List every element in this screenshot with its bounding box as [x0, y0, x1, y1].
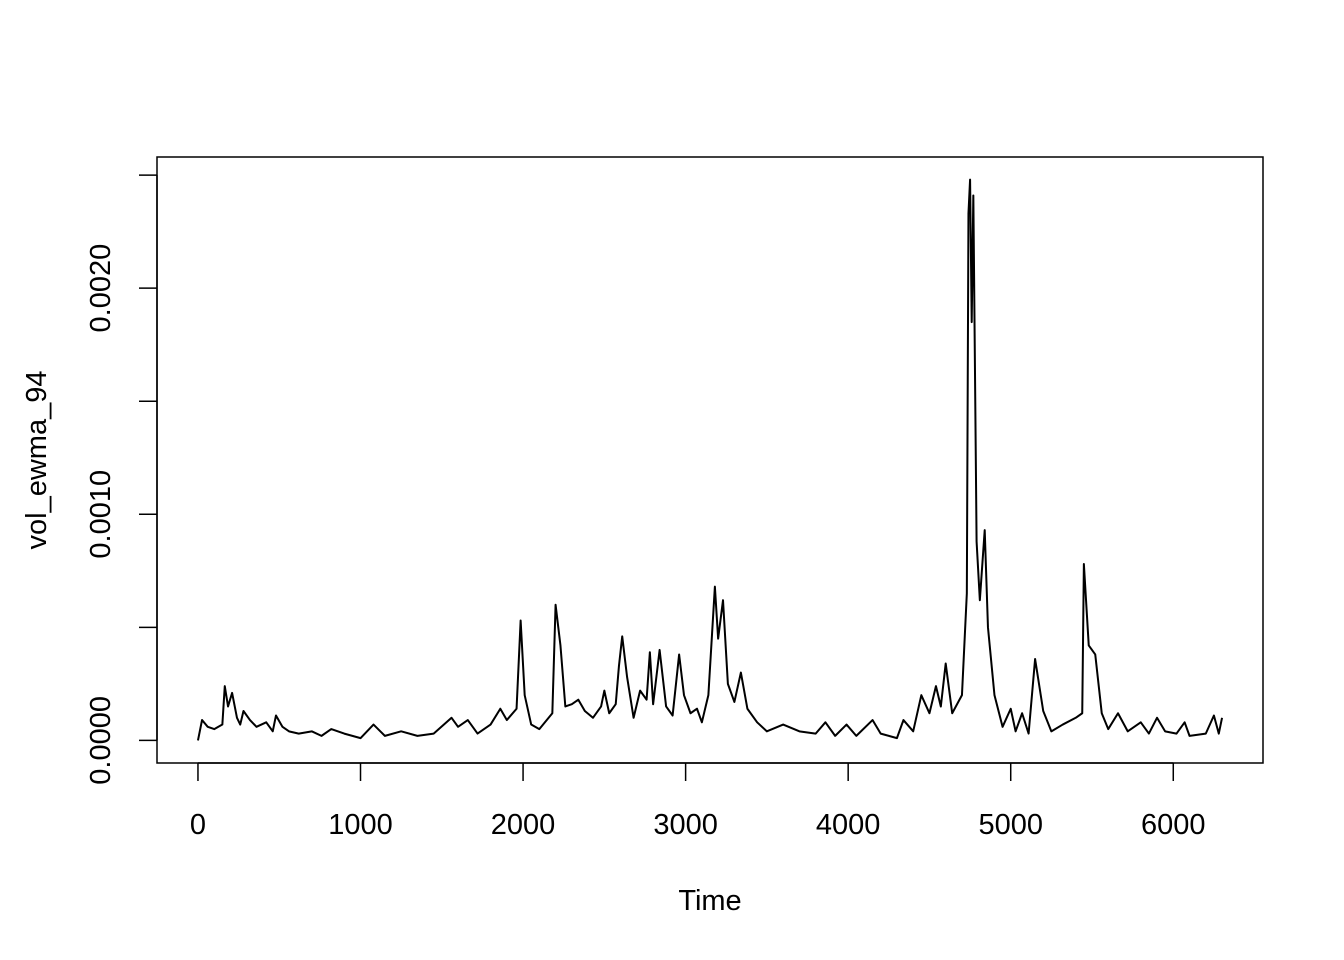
series-line — [196, 178, 1224, 741]
x-tick-label: 0 — [190, 809, 206, 841]
x-tick-label: 2000 — [491, 809, 556, 841]
x-tick-label: 3000 — [653, 809, 718, 841]
x-tick-label: 5000 — [978, 809, 1043, 841]
x-axis-label: Time — [678, 885, 741, 917]
y-tick-label: 0.0010 — [85, 470, 117, 559]
x-tick-label: 1000 — [328, 809, 393, 841]
x-tick-label: 4000 — [816, 809, 881, 841]
y-tick-label: 0.0000 — [85, 696, 117, 785]
x-tick-label: 6000 — [1141, 809, 1206, 841]
y-tick-label: 0.0020 — [85, 244, 117, 333]
y-axis-label: vol_ewma_94 — [21, 371, 53, 550]
